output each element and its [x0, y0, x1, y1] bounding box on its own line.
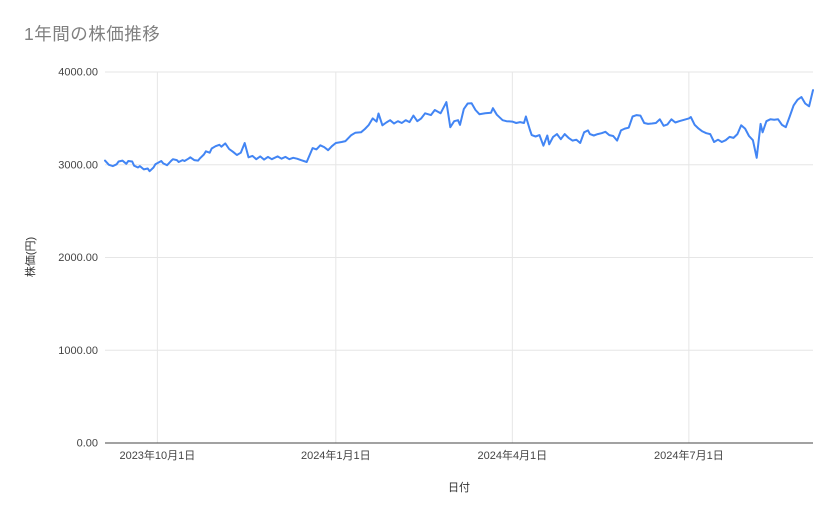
x-tick-label: 2023年10月1日 [119, 448, 195, 462]
y-axis-title: 株価(円) [25, 236, 37, 278]
y-tick-label: 1000.00 [58, 345, 98, 357]
price-line [104, 89, 814, 173]
chart-title: 1年間の株価推移 [24, 24, 161, 44]
y-tick-label: 4000.00 [58, 67, 98, 79]
x-tick-label: 2024年7月1日 [654, 448, 724, 462]
x-tick-label: 2024年1月1日 [301, 448, 371, 462]
y-tick-label: 0.00 [77, 438, 98, 450]
x-tick-label: 2024年4月1日 [477, 448, 547, 462]
x-axis-title: 日付 [448, 482, 470, 494]
y-tick-label: 2000.00 [58, 252, 98, 264]
y-tick-label: 3000.00 [58, 159, 98, 171]
